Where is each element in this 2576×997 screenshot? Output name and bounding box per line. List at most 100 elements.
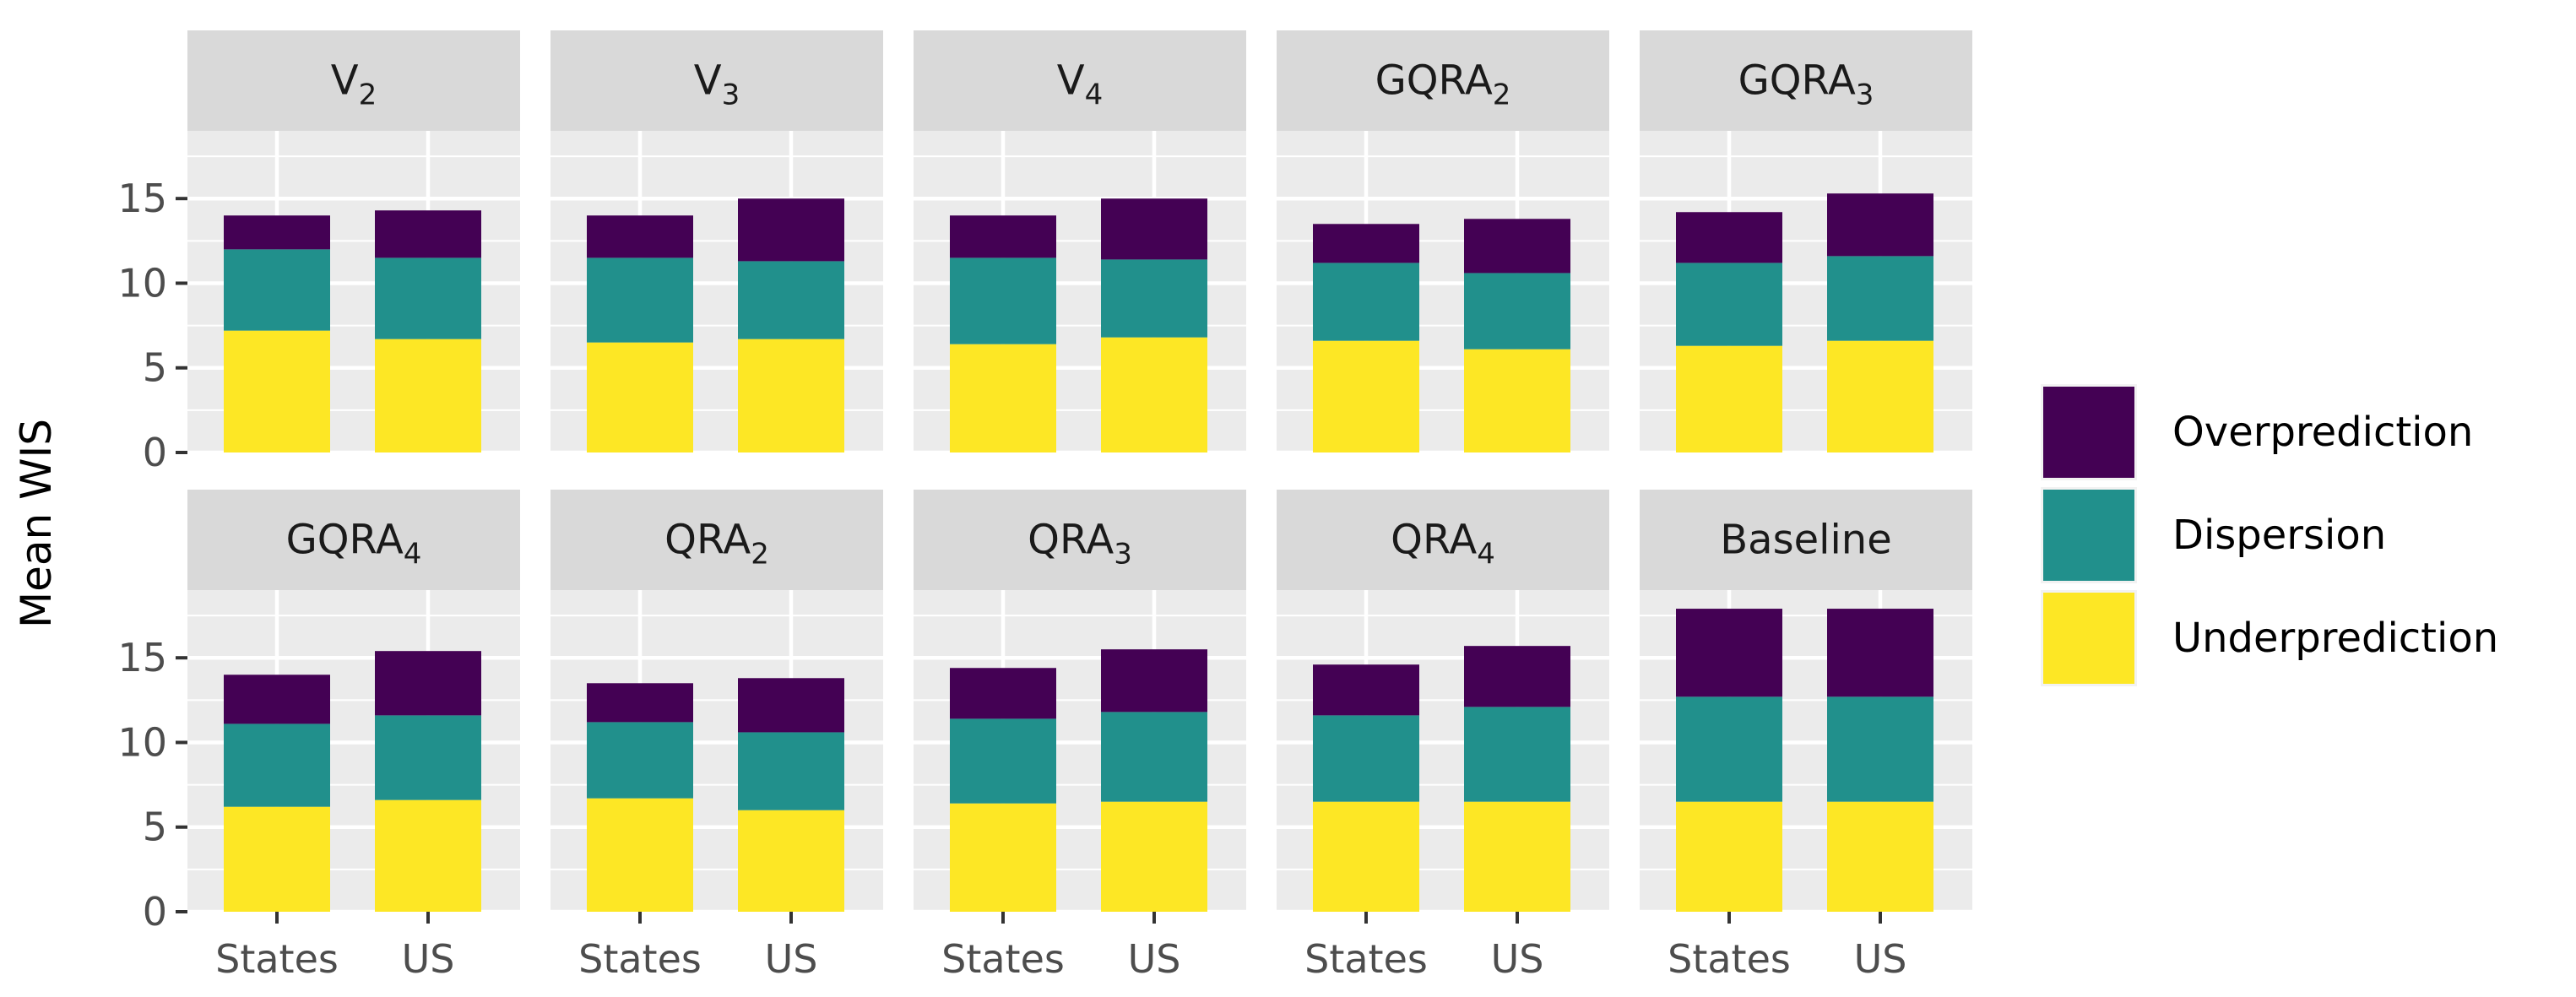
bar-segment-underprediction — [1313, 801, 1419, 912]
bar-segment-dispersion — [738, 261, 844, 339]
x-tick-label: States — [215, 936, 339, 982]
x-tick-label: US — [765, 936, 818, 982]
bar-segment-underprediction — [1464, 349, 1570, 452]
facet-title: Baseline — [1720, 517, 1892, 564]
bar-segment-underprediction — [1827, 801, 1933, 912]
x-tick-label: States — [1304, 936, 1428, 982]
facet-title: QRA4 — [1391, 517, 1495, 572]
facet-panel: QRA2 — [550, 490, 883, 914]
bar-segment-dispersion — [1464, 707, 1570, 802]
bar-segment-dispersion — [1313, 263, 1419, 341]
bar-segment-overprediction — [1464, 219, 1570, 274]
facet-panel: QRA4 — [1277, 490, 1609, 914]
facet-strip — [1277, 490, 1609, 590]
facet-panel: V2 — [187, 30, 520, 455]
legend: Overprediction Dispersion Underprediction — [2041, 384, 2498, 686]
x-tick-label: States — [941, 936, 1065, 982]
facet-panel: V3 — [550, 30, 883, 455]
bar-segment-dispersion — [950, 718, 1056, 804]
facet-strip — [1640, 490, 1972, 590]
bar-segment-underprediction — [587, 342, 693, 452]
y-tick-label: 5 — [143, 805, 167, 850]
y-tick-label: 15 — [117, 635, 167, 680]
facet-title: GQRA3 — [1738, 57, 1874, 112]
facet-title: GQRA2 — [1375, 57, 1511, 112]
facet-strip — [187, 30, 520, 131]
bar-segment-overprediction — [950, 215, 1056, 258]
bar-segment-overprediction — [375, 210, 481, 258]
facet-strip — [914, 490, 1246, 590]
bar-segment-dispersion — [587, 257, 693, 343]
bar-segment-overprediction — [375, 651, 481, 716]
facet-strip — [1640, 30, 1972, 131]
legend-swatch — [2043, 387, 2134, 478]
facet-strip — [550, 30, 883, 131]
bar-segment-dispersion — [1464, 273, 1570, 349]
facet-panels: V2 V3 V4 GQRA2 GQRA3 GQRA4 QRA2 QRA3 QRA4 Baselin… — [187, 30, 1972, 914]
x-tick-label: States — [578, 936, 702, 982]
bar-segment-underprediction — [224, 330, 330, 452]
bar-segment-dispersion — [375, 257, 481, 339]
bar-segment-underprediction — [224, 806, 330, 912]
bar-segment-overprediction — [1101, 198, 1207, 260]
bar-segment-dispersion — [1827, 256, 1933, 341]
bar-segment-overprediction — [1827, 193, 1933, 257]
y-axes: 0 5 10 15 0 5 10 15 — [117, 176, 187, 935]
facet-panel: V4 — [914, 30, 1246, 455]
facet-panel: GQRA2 — [1277, 30, 1609, 455]
bar-segment-overprediction — [587, 683, 693, 723]
y-tick-label: 15 — [117, 176, 167, 221]
bar-segment-dispersion — [1101, 259, 1207, 338]
bar-segment-underprediction — [950, 344, 1056, 452]
facet-title: GQRA4 — [286, 517, 422, 572]
x-tick-label: US — [402, 936, 455, 982]
bar-segment-overprediction — [587, 215, 693, 258]
bar-segment-overprediction — [738, 678, 844, 733]
facet-strip — [1277, 30, 1609, 131]
bar-segment-dispersion — [375, 715, 481, 800]
x-tick-label: US — [1128, 936, 1181, 982]
facet-title: QRA3 — [1028, 517, 1132, 572]
bar-segment-underprediction — [1464, 801, 1570, 912]
bar-segment-overprediction — [1676, 609, 1782, 697]
bar-segment-dispersion — [1827, 696, 1933, 802]
bar-segment-dispersion — [950, 257, 1056, 344]
bar-segment-overprediction — [224, 215, 330, 250]
bar-segment-underprediction — [950, 803, 1056, 912]
bar-segment-overprediction — [224, 675, 330, 724]
y-tick-label: 0 — [143, 430, 167, 475]
bar-segment-underprediction — [1676, 345, 1782, 452]
x-axes: States US States US States US States US States US — [215, 912, 1906, 982]
facet-strip — [187, 490, 520, 590]
y-tick-label: 5 — [143, 345, 167, 391]
facet-panel: GQRA3 — [1640, 30, 1972, 455]
y-tick-label: 10 — [117, 260, 167, 306]
bar-segment-underprediction — [1313, 340, 1419, 452]
bar-segment-underprediction — [738, 810, 844, 912]
bar-segment-overprediction — [1313, 224, 1419, 263]
y-tick-label: 0 — [143, 889, 167, 935]
y-tick-label: 10 — [117, 719, 167, 765]
legend-label: Underprediction — [2172, 615, 2498, 662]
legend-label: Overprediction — [2172, 409, 2473, 456]
bar-segment-underprediction — [1827, 340, 1933, 452]
legend-swatch — [2043, 593, 2134, 684]
bar-segment-overprediction — [1313, 664, 1419, 716]
x-tick-label: US — [1491, 936, 1544, 982]
bar-segment-dispersion — [587, 722, 693, 799]
bar-segment-dispersion — [1313, 715, 1419, 802]
bar-segment-underprediction — [738, 339, 844, 452]
y-axis-label: Mean WIS — [12, 419, 61, 628]
bar-segment-dispersion — [1101, 712, 1207, 802]
bar-segment-dispersion — [1676, 263, 1782, 346]
facet-panel: GQRA4 — [187, 490, 520, 914]
x-tick-label: US — [1854, 936, 1907, 982]
bar-segment-overprediction — [1464, 646, 1570, 707]
bar-segment-underprediction — [375, 799, 481, 912]
bar-segment-underprediction — [375, 339, 481, 452]
bar-segment-dispersion — [1676, 696, 1782, 802]
facet-title: V4 — [1057, 57, 1103, 112]
bar-segment-underprediction — [587, 798, 693, 912]
bar-segment-dispersion — [738, 732, 844, 810]
